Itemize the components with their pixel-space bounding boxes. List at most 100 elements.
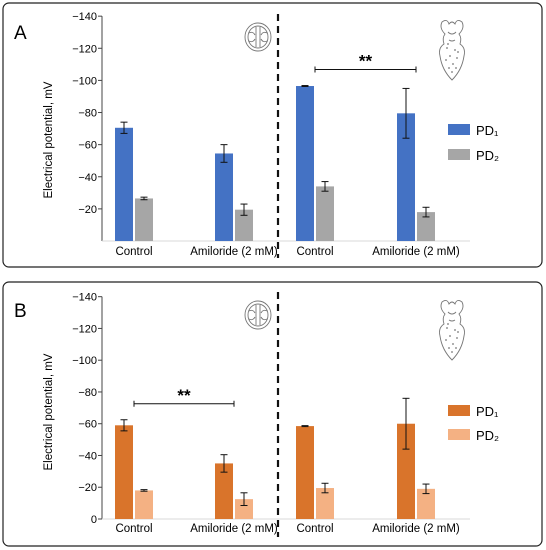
pd1-bar xyxy=(115,127,133,241)
pd1-legend-label: PD₁ xyxy=(476,404,499,419)
pd1-bar xyxy=(397,113,415,241)
pd2-bar xyxy=(135,198,153,241)
y-tick-label: −20 xyxy=(78,204,97,216)
y-tick-label: 0 xyxy=(91,514,97,526)
category-label: Amiloride (2 mM) xyxy=(190,523,278,535)
y-tick-label: −60 xyxy=(78,419,97,431)
larva-dot xyxy=(446,47,448,49)
panel-a: A Electrical potential, mV −140−120−100−… xyxy=(2,2,543,268)
larva-dot xyxy=(451,351,453,353)
larva-dot xyxy=(449,335,451,337)
pd2-legend-label: PD₂ xyxy=(476,428,499,443)
cross-section-detail xyxy=(248,309,268,321)
y-tick-label: −20 xyxy=(78,482,97,494)
panel-a-significance: ** xyxy=(314,52,417,73)
panel-a-icons xyxy=(244,19,465,81)
pd2-bar xyxy=(135,490,153,519)
y-tick-label: −80 xyxy=(78,387,97,399)
larva-dot xyxy=(448,347,450,349)
larva-dot xyxy=(448,67,450,69)
y-tick-label: −120 xyxy=(72,43,97,55)
larva-dot xyxy=(446,327,448,329)
pd1-bar xyxy=(215,153,233,241)
larva-dot xyxy=(445,59,447,61)
panel-a-legend: PD₁ PD₂ xyxy=(448,123,499,163)
cross-section-inner xyxy=(247,25,269,49)
significance-label: ** xyxy=(177,386,191,405)
cross-section-inner xyxy=(247,303,269,327)
larva-icon xyxy=(439,19,465,81)
panel-a-bars xyxy=(115,85,435,241)
category-label: Control xyxy=(115,523,152,535)
y-tick-label: −40 xyxy=(78,450,97,462)
y-tick-label: −140 xyxy=(72,11,97,23)
larva-dot xyxy=(447,323,449,325)
panel-b-significance: ** xyxy=(133,386,235,407)
pd1-legend-swatch xyxy=(448,124,470,135)
cross-section-outline xyxy=(244,300,272,330)
pd1-bar xyxy=(215,463,233,519)
pd2-legend-swatch xyxy=(448,429,470,440)
pd1-bar xyxy=(296,86,314,241)
y-tick-label: −100 xyxy=(72,75,97,87)
pd1-bar xyxy=(397,423,415,519)
larva-icon xyxy=(439,299,465,361)
y-tick-label: −140 xyxy=(72,292,97,304)
cross-section-icon xyxy=(244,300,272,330)
y-tick-label: −100 xyxy=(72,355,97,367)
category-label: Control xyxy=(296,523,333,535)
pd2-bar xyxy=(235,209,253,241)
larva-detail xyxy=(447,31,457,42)
category-label: Control xyxy=(296,246,333,258)
larva-dot xyxy=(452,63,454,65)
y-tick-label: −60 xyxy=(78,140,97,152)
cross-section-detail xyxy=(248,31,268,43)
pd2-bar xyxy=(235,499,253,519)
y-tick-label: −120 xyxy=(72,323,97,335)
y-tick-label: −40 xyxy=(78,172,97,184)
pd2-bar xyxy=(316,186,334,241)
larva-dot xyxy=(454,49,456,51)
category-label: Control xyxy=(115,246,152,258)
panel-b-icons xyxy=(244,299,465,361)
pd2-legend-label: PD₂ xyxy=(476,148,499,163)
panel-b-letter: B xyxy=(14,301,27,322)
pd1-legend-label: PD₁ xyxy=(476,123,499,138)
larva-dot xyxy=(455,67,457,69)
category-label: Amiloride (2 mM) xyxy=(372,246,460,258)
larva-dot xyxy=(457,331,459,333)
panel-b-y-axis-title: Electrical potential, mV xyxy=(43,353,55,470)
larva-dot xyxy=(447,43,449,45)
panel-b-bars xyxy=(115,397,435,519)
pd1-bar xyxy=(115,425,133,519)
larva-dot xyxy=(454,329,456,331)
pd1-legend-swatch xyxy=(448,405,470,416)
y-tick-label: −80 xyxy=(78,108,97,120)
pd2-bar xyxy=(316,488,334,519)
pd2-bar xyxy=(417,212,435,241)
larva-dot xyxy=(445,339,447,341)
larva-dot xyxy=(457,51,459,53)
larva-outline xyxy=(439,299,465,361)
significance-label: ** xyxy=(359,52,373,71)
panel-b-legend: PD₁ PD₂ xyxy=(448,404,499,443)
pd1-bar xyxy=(296,426,314,519)
panel-a-y-axis-title: Electrical potential, mV xyxy=(43,81,55,198)
cross-section-outline xyxy=(244,22,272,52)
larva-dot xyxy=(456,57,458,59)
larva-detail xyxy=(447,311,457,322)
larva-dot xyxy=(455,347,457,349)
category-label: Amiloride (2 mM) xyxy=(372,523,460,535)
larva-dot xyxy=(451,71,453,73)
cross-section-icon xyxy=(244,22,272,52)
larva-dot xyxy=(452,343,454,345)
larva-outline xyxy=(439,19,465,81)
panel-b-category-labels: Control Amiloride (2 mM) Control Amiloride … xyxy=(115,523,459,535)
pd2-bar xyxy=(417,488,435,519)
larva-dot xyxy=(449,55,451,57)
panel-a-letter: A xyxy=(14,23,27,44)
panel-a-y-axis: −140 −120 −100 −80 −60 −40 −20 xyxy=(72,11,470,242)
larva-dot xyxy=(456,337,458,339)
panel-b: B Electrical potential, mV −140 −120 −100 −… xyxy=(2,281,543,547)
